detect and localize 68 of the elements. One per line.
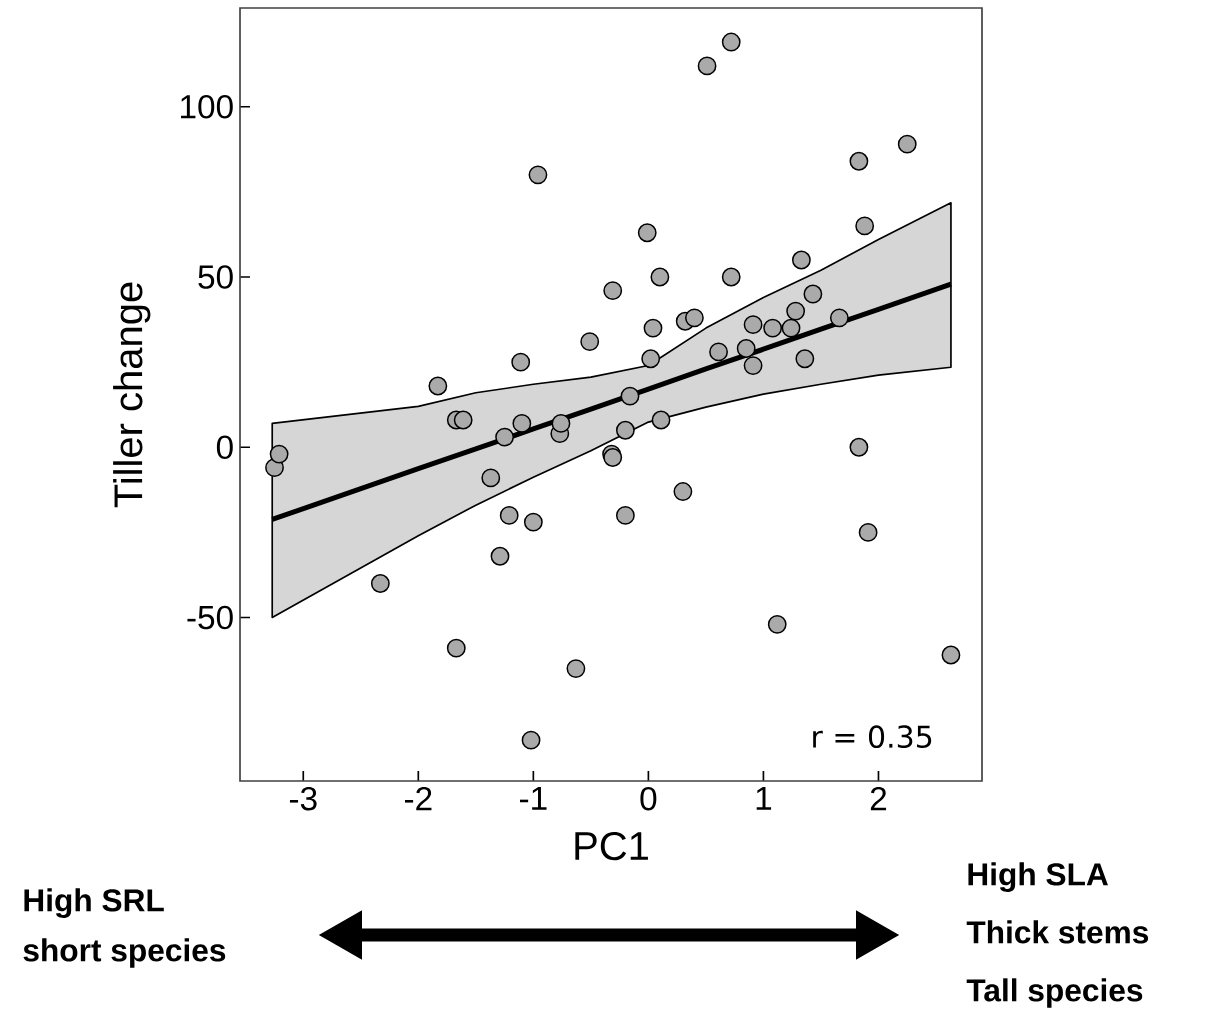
point bbox=[580, 332, 600, 352]
y-axis-title: Tiller change bbox=[113, 282, 151, 508]
point bbox=[855, 216, 875, 236]
point bbox=[490, 546, 510, 566]
point bbox=[620, 386, 640, 406]
point bbox=[269, 444, 289, 464]
x-tick-label: -3 bbox=[289, 786, 317, 811]
point bbox=[941, 645, 961, 665]
point bbox=[829, 308, 849, 328]
point bbox=[721, 32, 741, 52]
point bbox=[521, 730, 541, 750]
text: short species bbox=[23, 938, 226, 968]
point bbox=[499, 505, 519, 525]
x-tick-label: 2 bbox=[870, 786, 887, 811]
point bbox=[651, 410, 671, 430]
point bbox=[446, 638, 466, 658]
point bbox=[673, 482, 693, 501]
x-tick-label: 0 bbox=[640, 786, 657, 811]
annotation: r = 0.35 bbox=[813, 725, 932, 749]
point bbox=[767, 614, 787, 634]
point bbox=[551, 414, 571, 433]
y-tick-label: 0 bbox=[216, 435, 233, 460]
point bbox=[603, 281, 623, 301]
point bbox=[781, 318, 801, 338]
point bbox=[637, 223, 657, 243]
point bbox=[795, 349, 815, 369]
point bbox=[721, 267, 741, 287]
point bbox=[528, 165, 548, 185]
point bbox=[709, 342, 728, 362]
point bbox=[803, 284, 823, 304]
text: Thick stems bbox=[966, 920, 1149, 944]
x-tick-label: -1 bbox=[520, 786, 547, 810]
point bbox=[481, 468, 501, 488]
point bbox=[897, 134, 917, 154]
point bbox=[858, 522, 878, 542]
point bbox=[743, 315, 763, 335]
x-tick-label: -2 bbox=[404, 786, 432, 811]
x-tick-label: 1 bbox=[756, 786, 772, 810]
point bbox=[849, 151, 869, 171]
point bbox=[603, 448, 623, 467]
text: High SRL bbox=[24, 888, 164, 918]
point bbox=[684, 308, 704, 328]
text: Tall species bbox=[966, 978, 1143, 1008]
point bbox=[786, 301, 806, 321]
point bbox=[641, 349, 661, 369]
point bbox=[791, 250, 811, 270]
point bbox=[643, 318, 663, 338]
x-axis-title: PC1 bbox=[575, 831, 648, 861]
point bbox=[615, 505, 635, 525]
point bbox=[566, 659, 586, 679]
point bbox=[650, 267, 670, 287]
point bbox=[453, 410, 473, 430]
point bbox=[697, 56, 717, 76]
point bbox=[736, 339, 756, 358]
y-tick-label: 50 bbox=[198, 265, 233, 289]
point bbox=[511, 352, 531, 372]
point bbox=[495, 427, 515, 447]
point bbox=[428, 376, 448, 396]
point bbox=[615, 420, 635, 440]
y-tick-label: 100 bbox=[181, 94, 233, 119]
point bbox=[370, 574, 390, 593]
point bbox=[512, 414, 532, 433]
y-tick-label: -50 bbox=[187, 605, 233, 630]
point bbox=[763, 318, 783, 338]
point bbox=[523, 512, 543, 532]
point bbox=[743, 356, 763, 375]
text: High SLA bbox=[968, 862, 1108, 892]
point bbox=[849, 437, 869, 457]
